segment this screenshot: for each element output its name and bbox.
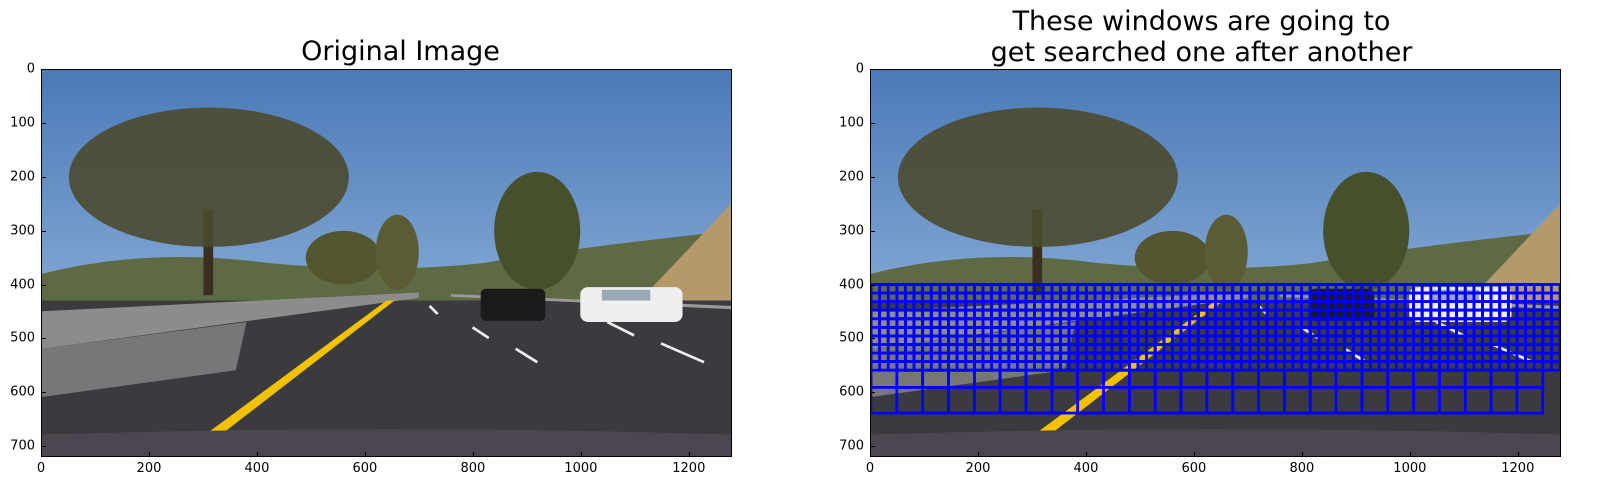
y-tick-mark: [870, 69, 875, 70]
car-window: [1430, 289, 1480, 301]
y-tick-mark: [41, 446, 46, 448]
left-panel: Original Image 0 100 200 300 400 500 600 700 0 2…: [10, 36, 732, 476]
x-tick-label: 1200: [672, 461, 706, 476]
white-lane-dash: [471, 326, 490, 340]
large-tree: [68, 107, 349, 247]
y-tick-label: 100: [839, 115, 864, 131]
x-tick-label: 200: [965, 461, 991, 476]
white-lane-dash: [514, 347, 538, 364]
x-tick-label: 1200: [1501, 461, 1535, 476]
black-car: [1309, 288, 1375, 321]
y-tick-mark: [870, 230, 875, 232]
right-panel: These windows are going to get searched …: [801, 0, 1602, 497]
barrier: [42, 292, 419, 349]
yellow-lane-line: [198, 300, 395, 440]
y-tick-mark: [870, 122, 875, 124]
tree: [1134, 230, 1211, 285]
x-tick-label: 600: [352, 461, 378, 476]
x-tick-label: 600: [1181, 461, 1207, 476]
y-tick-label: 200: [839, 169, 864, 185]
car-hood: [871, 429, 1560, 456]
x-tick-mark: [1193, 452, 1195, 457]
tree: [494, 171, 581, 290]
x-tick-label: 800: [460, 461, 486, 476]
x-tick-label: 400: [1073, 461, 1099, 476]
y-tick-label: 0: [855, 61, 864, 77]
x-tick-mark: [977, 452, 979, 457]
y-tick-mark: [870, 338, 875, 340]
y-tick-mark: [41, 392, 46, 394]
y-tick-mark: [41, 176, 46, 178]
x-tick-mark: [870, 452, 871, 457]
tree: [1323, 171, 1410, 290]
y-tick-label: 700: [839, 438, 864, 454]
y-tick-label: 700: [10, 438, 35, 454]
y-tick-mark: [870, 392, 875, 394]
y-tick-label: 300: [839, 223, 864, 239]
search-windows: [871, 283, 1560, 415]
y-tick-mark: [41, 338, 46, 340]
y-tick-label: 400: [839, 277, 864, 293]
black-car: [480, 288, 546, 321]
y-tick-label: 0: [26, 61, 35, 77]
large-tree: [897, 107, 1178, 247]
y-tick-mark: [41, 230, 46, 232]
x-tick-label: 0: [36, 461, 46, 476]
distant-trees: [871, 230, 1560, 301]
x-tick-label: 0: [865, 461, 875, 476]
x-tick-label: 1000: [1393, 461, 1427, 476]
x-tick-mark: [1517, 452, 1519, 457]
y-tick-label: 600: [839, 384, 864, 400]
road-scene-image-with-windows: [871, 70, 1560, 456]
x-tick-mark: [148, 452, 150, 457]
y-tick-label: 200: [10, 169, 35, 185]
x-tick-mark: [364, 452, 366, 457]
image-axes: [41, 69, 732, 457]
x-tick-mark: [1301, 452, 1303, 457]
white-lane-dash: [660, 342, 705, 364]
x-tick-mark: [1085, 452, 1087, 457]
tree-trunk: [203, 209, 214, 296]
panel-title: Original Image: [301, 36, 500, 67]
white-lane-dash: [606, 320, 635, 337]
x-tick-mark: [580, 452, 582, 457]
y-tick-label: 300: [10, 223, 35, 239]
tree: [305, 230, 382, 285]
y-tick-mark: [41, 122, 46, 124]
shoulder: [42, 321, 247, 398]
y-tick-label: 100: [10, 115, 35, 131]
road-scene-image: [42, 70, 731, 456]
tree: [375, 214, 419, 290]
car-hood: [42, 429, 731, 456]
tree: [1204, 214, 1248, 290]
tree-trunk: [1032, 209, 1043, 296]
x-tick-mark: [1409, 452, 1411, 457]
image-axes: [870, 69, 1561, 457]
y-tick-mark: [870, 176, 875, 178]
y-tick-mark: [870, 284, 875, 286]
search-window: [1524, 334, 1560, 372]
x-tick-mark: [256, 452, 258, 457]
x-tick-label: 400: [244, 461, 270, 476]
distant-trees: [42, 230, 731, 301]
y-tick-label: 400: [10, 277, 35, 293]
x-tick-mark: [41, 452, 42, 457]
white-lane-dash: [428, 304, 439, 315]
panel-title: These windows are going to get searched …: [990, 6, 1413, 68]
car-window: [601, 289, 651, 301]
x-tick-label: 200: [136, 461, 162, 476]
y-tick-label: 500: [839, 330, 864, 346]
y-tick-label: 600: [10, 384, 35, 400]
x-tick-label: 1000: [564, 461, 598, 476]
y-tick-mark: [41, 69, 46, 70]
x-tick-mark: [688, 452, 690, 457]
x-tick-label: 800: [1289, 461, 1315, 476]
y-tick-mark: [870, 446, 875, 448]
y-tick-label: 500: [10, 330, 35, 346]
y-tick-mark: [41, 284, 46, 286]
x-tick-mark: [472, 452, 474, 457]
